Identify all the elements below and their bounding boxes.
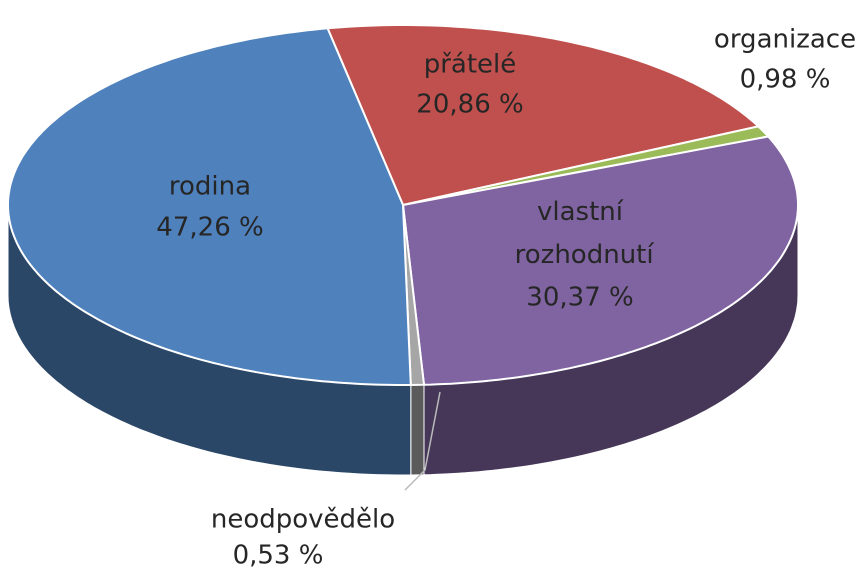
value-label: 20,86 % bbox=[416, 90, 523, 120]
value-label: 30,37 % bbox=[526, 283, 633, 313]
category-label: organizace bbox=[714, 25, 856, 55]
value-label: 0,98 % bbox=[740, 65, 831, 95]
category-label: přátelé bbox=[424, 50, 517, 80]
leader-line bbox=[404, 391, 441, 491]
slice bbox=[326, 24, 761, 207]
value-label: 47,26 % bbox=[156, 213, 263, 243]
category-label: neodpovědělo bbox=[211, 505, 395, 535]
slice bbox=[7, 27, 412, 386]
slice-side bbox=[410, 384, 425, 476]
category-label: vlastní rozhodnutí bbox=[506, 197, 654, 270]
category-label: rodina bbox=[169, 172, 251, 202]
value-label: 0,53 % bbox=[233, 541, 324, 569]
slice bbox=[401, 135, 799, 386]
